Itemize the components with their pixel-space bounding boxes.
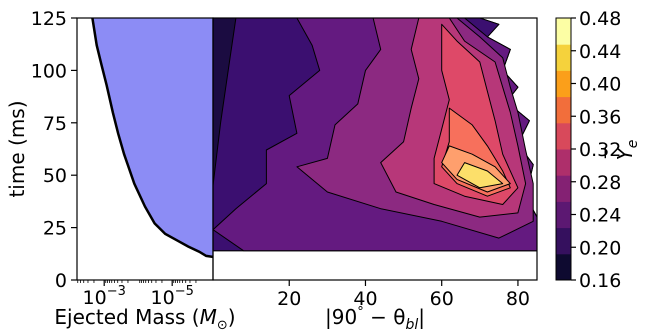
colorbar-bands xyxy=(556,18,571,281)
colorbar-tick-label: 0.40 xyxy=(579,74,621,96)
y-tick-label: 100 xyxy=(31,60,67,82)
y-tick-label: 25 xyxy=(43,218,67,240)
ejected-mass-line xyxy=(91,18,213,259)
colorbar-tick-label: 0.24 xyxy=(579,205,621,227)
colorbar-label: Ye xyxy=(613,140,641,161)
colorbar: 0.160.200.240.280.320.360.400.440.48 Ye … xyxy=(555,8,641,292)
colorbar-band xyxy=(556,18,571,45)
left-x-ticks: 10−3 10−5 xyxy=(77,280,197,309)
left-y-axis-label: time (ms) xyxy=(5,100,29,197)
ejected-mass-area xyxy=(92,18,213,257)
colorbar-band xyxy=(556,227,571,255)
colorbar-band xyxy=(556,96,571,124)
right-x-ticks: 20 40 60 80 xyxy=(277,280,530,310)
colorbar-tick-label: 0.36 xyxy=(579,106,621,128)
right-x-axis-label: |90° − θbl| xyxy=(325,305,425,331)
colorbar-tick-label: 0.16 xyxy=(579,270,621,292)
x-tick-label: 80 xyxy=(506,288,530,310)
colorbar-band xyxy=(556,175,571,202)
ye-contour-map xyxy=(213,18,537,252)
contour-band xyxy=(456,162,504,189)
y-tick-label: 0 xyxy=(55,270,67,292)
colorbar-tick-label: 0.20 xyxy=(579,237,621,259)
colorbar-ticks: 0.16 0.20 0.24 0.28 0.32 0.36 0.40 0.44 0.48 xyxy=(571,8,621,292)
x-tick-label: 60 xyxy=(430,288,454,310)
x-tick-label: 40 xyxy=(353,288,377,310)
left-y-ticks: 0 25 50 75 100 125 xyxy=(31,8,77,292)
y-tick-label: 125 xyxy=(31,8,67,30)
x-tick-label: 10−5 xyxy=(151,284,194,309)
angle-contour-panel: 20 40 60 80 |90° − θbl| xyxy=(213,18,537,331)
colorbar-tick-label: 0.44 xyxy=(579,41,621,63)
colorbar-band xyxy=(556,122,571,150)
colorbar-tick-label: 0.48 xyxy=(579,8,621,30)
right-axes-frame xyxy=(212,17,538,281)
colorbar-band xyxy=(556,201,571,229)
ejected-mass-panel: 0 25 50 75 100 125 10−3 10−5 time (ms) Ejected… xyxy=(5,8,236,331)
colorbar-band xyxy=(556,44,571,71)
colorbar-tick-label: 0.28 xyxy=(579,172,621,194)
colorbar-tick-label: 0.32 xyxy=(579,139,621,161)
colorbar-band xyxy=(556,253,571,281)
x-tick-label: 20 xyxy=(277,288,301,310)
x-tick-label: 10−3 xyxy=(83,284,126,309)
colorbar-band xyxy=(556,149,571,176)
colorbar-band xyxy=(556,70,571,98)
y-tick-label: 50 xyxy=(43,165,67,187)
colorbar-label-bar: ‾ xyxy=(601,147,625,159)
left-x-axis-label: Ejected Mass (M⊙) xyxy=(54,305,235,331)
y-tick-label: 75 xyxy=(43,113,67,135)
